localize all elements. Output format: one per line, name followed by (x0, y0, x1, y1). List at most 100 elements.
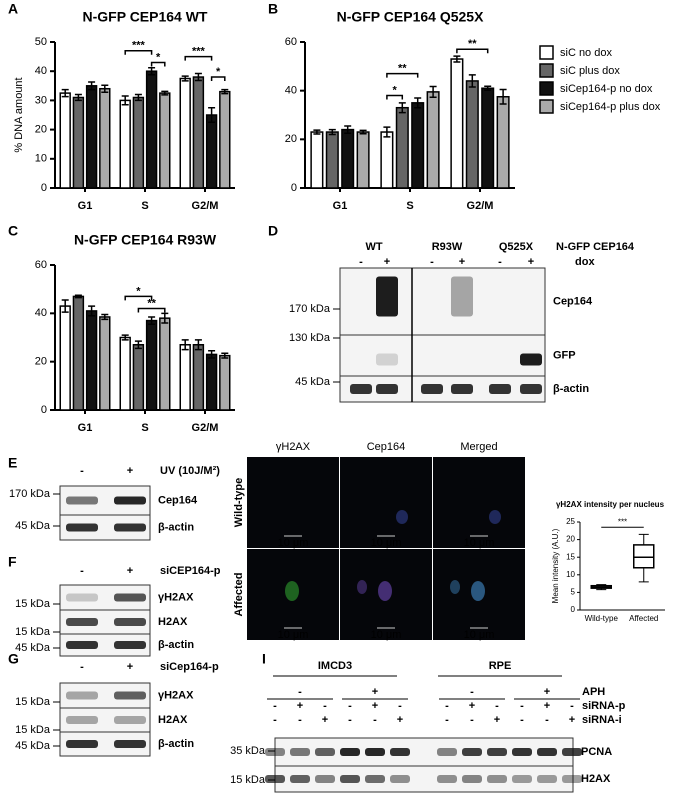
error-bar (344, 125, 352, 134)
y-tick-label: 20 (285, 133, 297, 145)
marker-label: 130 kDa (289, 332, 331, 344)
error-bar (88, 81, 96, 91)
condition-sign: - (495, 700, 499, 712)
protein-label: GFP (553, 349, 576, 361)
bar (85, 310, 98, 411)
significance-label: ** (147, 297, 156, 309)
significance-label: * (392, 84, 397, 96)
panel-letter: B (268, 1, 278, 17)
error-bar (121, 334, 129, 341)
treatment-label: siCEP164-p (160, 565, 221, 577)
error-bar (181, 75, 189, 82)
legend-label: siC no dox (560, 47, 612, 59)
bar (341, 128, 355, 189)
band (365, 775, 385, 783)
condition-sign: - (445, 714, 449, 726)
scale-bar-label: 10 μm (278, 629, 309, 641)
significance-bracket (456, 48, 489, 54)
bar (380, 131, 394, 189)
band (290, 748, 310, 756)
error-bar (221, 88, 229, 95)
error-bar (453, 55, 461, 63)
condition-sign: - (570, 700, 574, 712)
y-tick-label: 30 (35, 94, 47, 106)
y-axis-label: % DNA amount (13, 77, 25, 152)
condition-sign: - (545, 714, 549, 726)
condition-sign: + (372, 686, 378, 698)
marker-label: 15 kDa (230, 774, 266, 786)
marker-label: 15 kDa (15, 696, 51, 708)
bar (72, 96, 85, 189)
condition-sign: + (297, 700, 303, 712)
band (66, 740, 98, 748)
lane-sign: + (459, 256, 465, 268)
panel-letter: C (8, 223, 18, 239)
significance-label: * (156, 51, 161, 63)
error-bar (313, 129, 321, 135)
protein-label: β-actin (158, 738, 194, 750)
legend-swatch (539, 81, 554, 96)
band (376, 353, 398, 366)
protein-label: Cep164 (553, 295, 593, 307)
nucleus (489, 510, 501, 524)
band (537, 748, 557, 756)
marker-label: 45 kDa (15, 642, 51, 654)
significance-label: *** (192, 46, 206, 58)
column-label: R93W (432, 241, 463, 253)
bar (310, 131, 324, 189)
error-bar (398, 102, 406, 114)
bar (99, 87, 111, 189)
bar (99, 316, 111, 411)
y-tick-label: 40 (35, 307, 47, 319)
legend-swatch (539, 99, 554, 114)
x-tick-label: G1 (333, 200, 348, 212)
bar (179, 77, 191, 189)
condition-sign: - (520, 700, 524, 712)
condition-sign: - (470, 714, 474, 726)
micrograph-row-label: Affected (233, 572, 245, 616)
column-label: Q525X (499, 241, 534, 253)
error-bar (208, 106, 216, 124)
y-tick-label: 15 (566, 552, 575, 561)
band (66, 641, 98, 649)
significance-bracket (124, 50, 153, 55)
chart-title: N-GFP CEP164 R93W (74, 232, 217, 248)
lane-sign: - (498, 256, 502, 268)
x-tick-label: G1 (78, 200, 93, 212)
condition-sign: - (445, 700, 449, 712)
protein-label: β-actin (553, 383, 589, 395)
lane-sign: + (384, 256, 390, 268)
scale-bar-label: 10 μm (371, 629, 402, 641)
x-tick-label: S (141, 200, 148, 212)
micrograph-column-label: Merged (460, 441, 497, 453)
treatment-label: UV (10J/M²) (160, 465, 220, 477)
scale-bar-label: 10 μm (278, 537, 309, 549)
band (562, 775, 582, 783)
bar (205, 353, 218, 411)
x-tick-label: Affected (629, 614, 658, 623)
condition-sign: - (273, 700, 277, 712)
y-tick-label: 20 (566, 535, 575, 544)
legend-swatch (539, 63, 554, 78)
error-bar (499, 88, 507, 105)
marker-label: 170 kDa (9, 488, 51, 500)
error-bar (121, 95, 129, 106)
band (114, 496, 146, 505)
panel-letter: E (8, 455, 17, 471)
lane-sign: - (430, 256, 434, 268)
band (437, 748, 457, 756)
band (114, 716, 146, 724)
protein-label: β-actin (158, 521, 194, 533)
marker-label: 15 kDa (15, 626, 51, 638)
lane-sign: - (80, 661, 84, 673)
condition-label: siRNA-i (582, 714, 622, 726)
x-tick-label: Wild-type (585, 614, 619, 623)
band (437, 775, 457, 783)
lane-sign: - (359, 256, 363, 268)
whisker (638, 533, 649, 583)
bar (179, 344, 191, 411)
error-bar (101, 84, 109, 93)
band (290, 775, 310, 783)
scale-bar-label: 10 μm (464, 537, 495, 549)
marker-label: 45 kDa (15, 740, 51, 752)
